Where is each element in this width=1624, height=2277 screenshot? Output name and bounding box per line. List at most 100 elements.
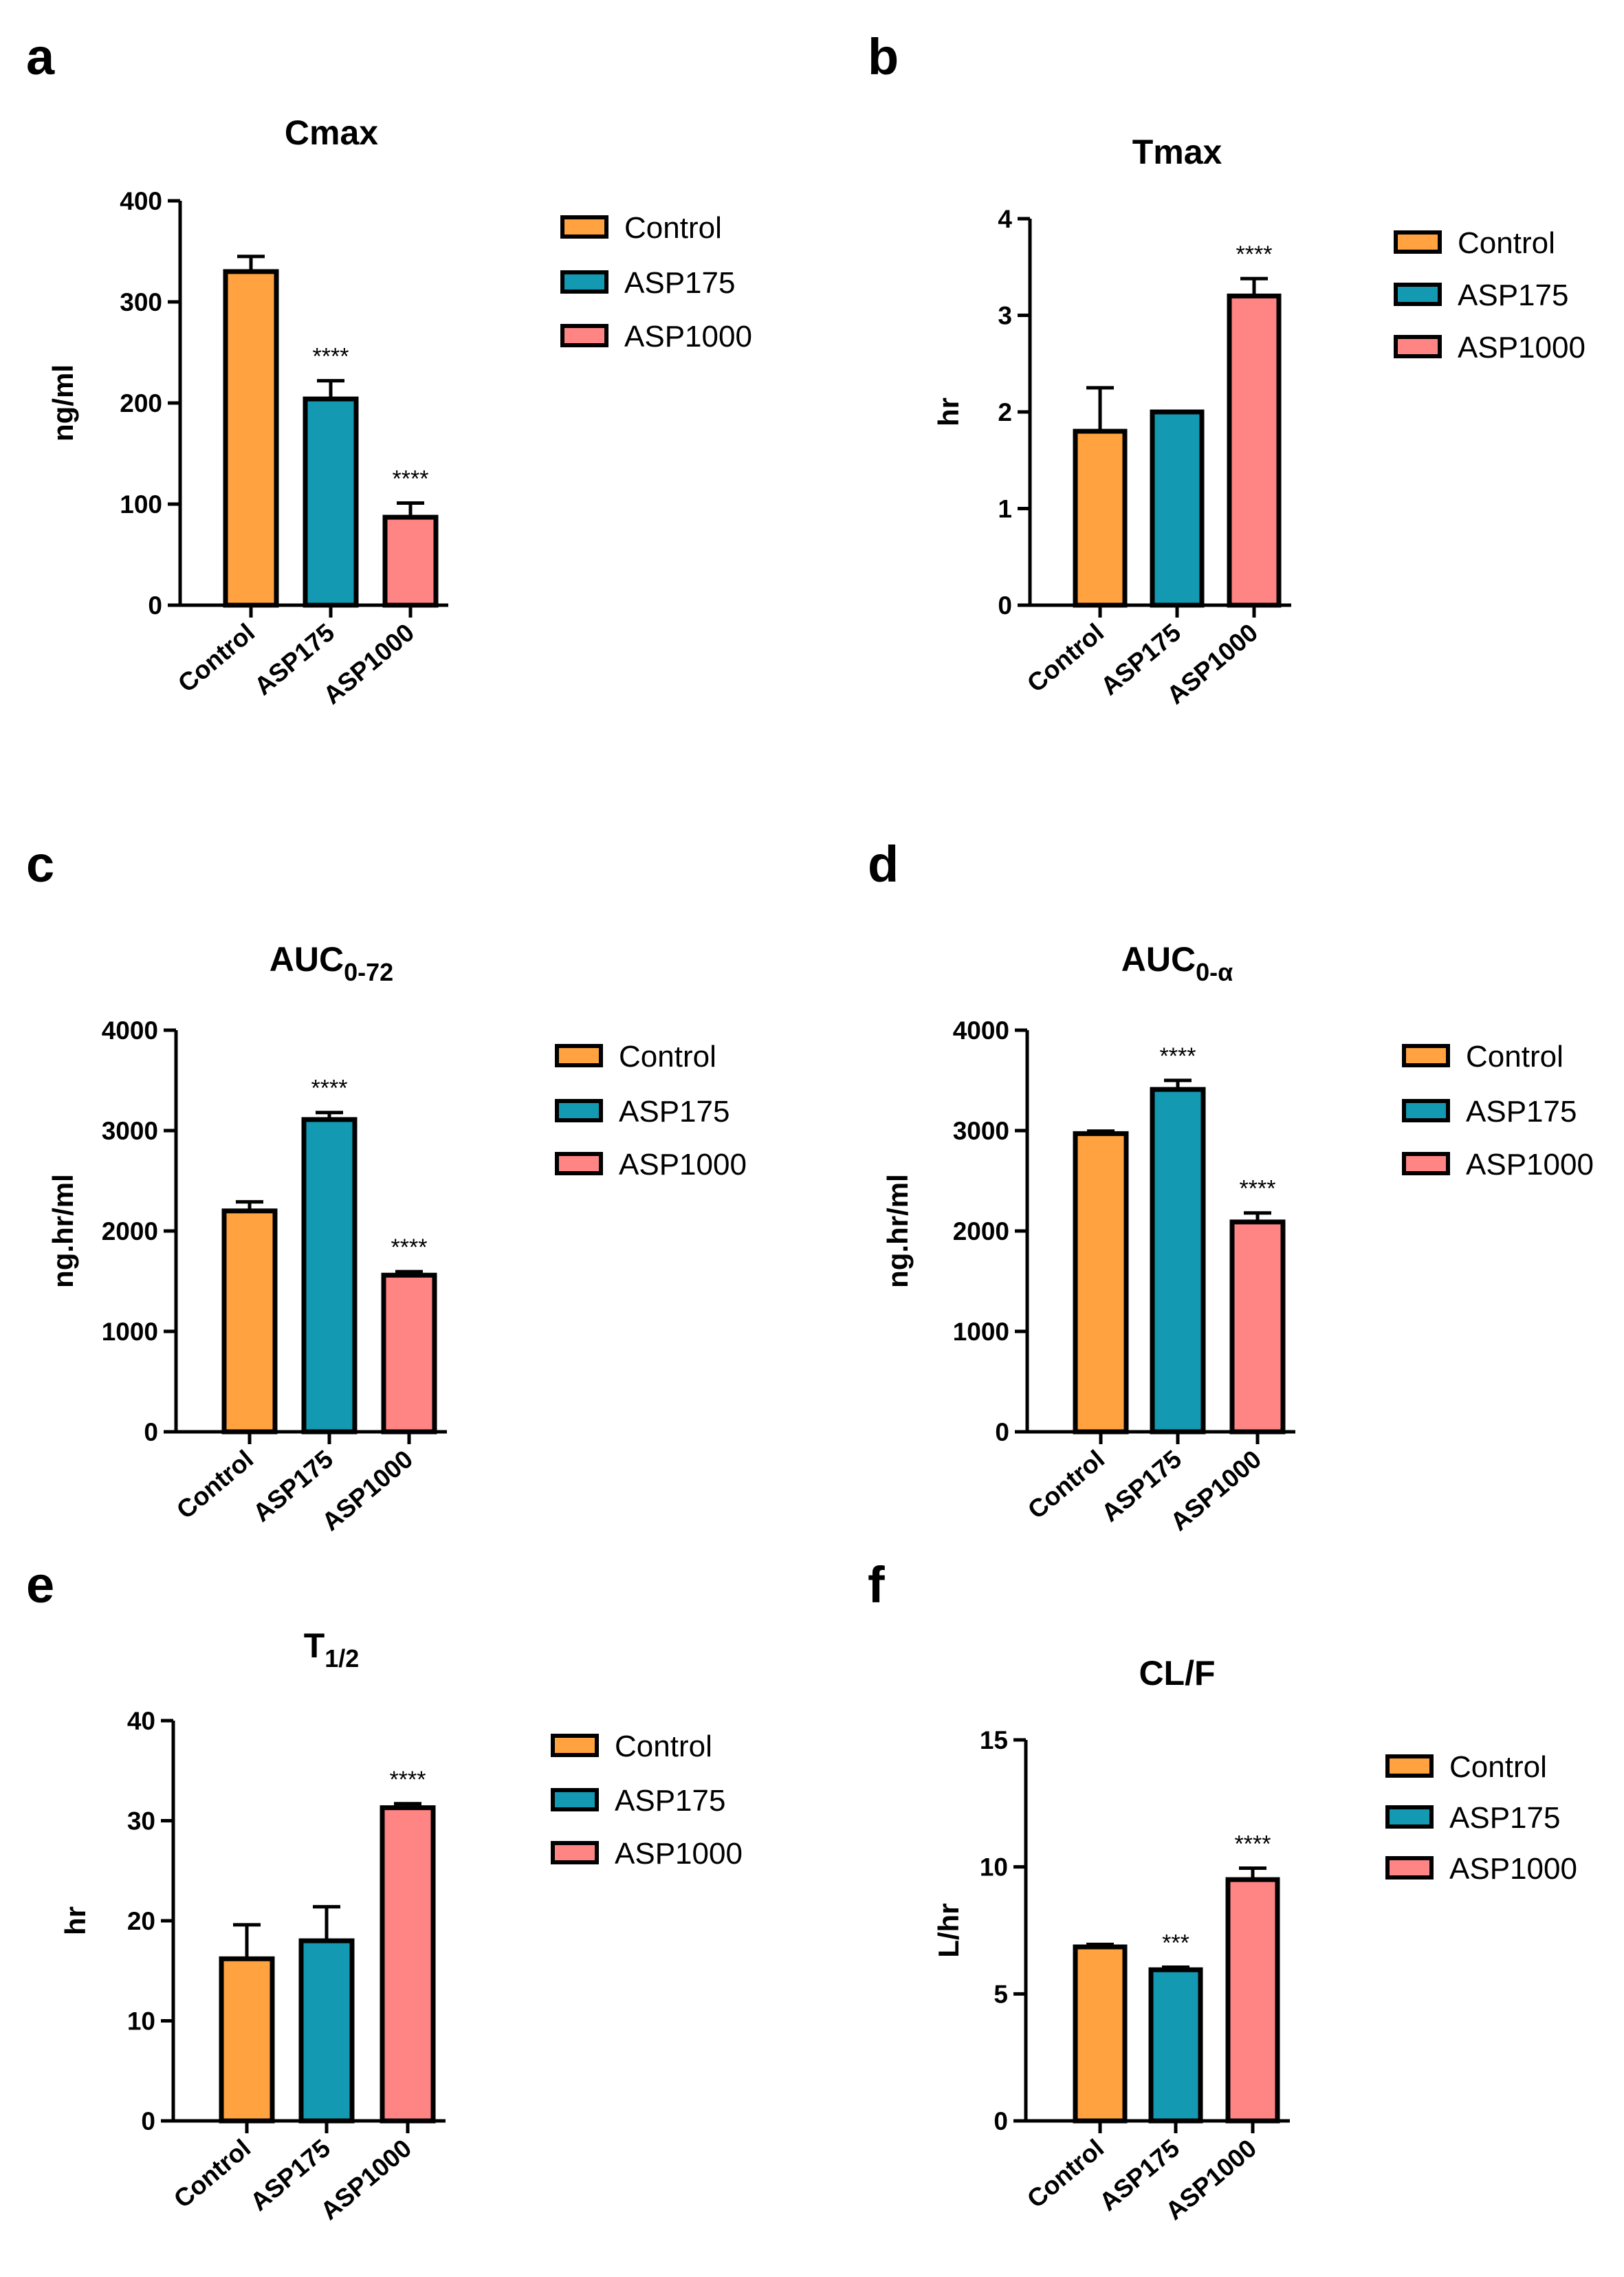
bar-asp175 <box>1150 409 1205 608</box>
bar-asp175 <box>1148 1967 1203 2124</box>
chart-title: AUC0-72 <box>270 940 393 986</box>
legend-swatch-control <box>555 1044 603 1067</box>
x-tick-label: ASP1000 <box>1165 1445 1266 1536</box>
legend-swatch-control <box>1402 1044 1450 1067</box>
legend-label: Control <box>1466 1040 1563 1074</box>
legend-swatch-asp175 <box>1402 1099 1450 1122</box>
significance-label: **** <box>390 1767 426 1793</box>
legend-label: ASP1000 <box>1466 1148 1594 1181</box>
legend-swatch-asp1000 <box>555 1152 603 1175</box>
legend-label: ASP175 <box>1449 1801 1560 1835</box>
legend-label: ASP175 <box>624 266 735 300</box>
y-tick-label: 10 <box>980 1853 1008 1882</box>
legend-label: ASP1000 <box>624 320 752 353</box>
legend-label: ASP175 <box>615 1784 725 1818</box>
significance-label: *** <box>1162 1930 1189 1957</box>
y-tick-label: 300 <box>120 288 162 316</box>
bar-asp175 <box>1150 1087 1206 1435</box>
legend-label: ASP1000 <box>1449 1852 1577 1886</box>
x-tick-label: Control <box>1022 618 1109 698</box>
bar-control <box>219 1956 275 2124</box>
bar-asp1000 <box>380 1805 436 2124</box>
bar-asp175 <box>298 1938 355 2124</box>
legend-swatch-control <box>1385 1754 1434 1778</box>
y-tick-label: 0 <box>998 591 1012 620</box>
y-axis-label: ng.hr/ml <box>881 1174 914 1288</box>
y-tick-label: 10 <box>127 2007 155 2036</box>
bar-asp1000 <box>381 1272 437 1435</box>
chart-title-main: Tmax <box>1132 133 1222 171</box>
y-axis-label: hr <box>59 1906 91 1935</box>
legend-swatch-control <box>551 1734 599 1757</box>
y-axis-label: L/hr <box>932 1903 965 1957</box>
bar-asp175 <box>301 1117 358 1435</box>
legend-label: Control <box>624 211 722 245</box>
legend-label: ASP175 <box>1458 279 1568 312</box>
y-tick-label: 4000 <box>953 1016 1009 1045</box>
legend-swatch-asp175 <box>1394 283 1442 306</box>
chart-title-main: AUC <box>270 940 344 979</box>
significance-label: **** <box>1160 1043 1196 1069</box>
y-tick-label: 4000 <box>102 1016 158 1045</box>
x-tick-label: Control <box>173 618 260 698</box>
chart-title-main: Cmax <box>285 113 378 152</box>
panel-f: f CL/F L/hr 0 5 10 15 Control ASP175 *** ASP1000 **… <box>868 1556 1577 2225</box>
legend-swatch-asp1000 <box>1402 1152 1450 1175</box>
y-tick-label: 0 <box>994 2107 1008 2135</box>
legend-label: Control <box>619 1040 716 1074</box>
legend-swatch-asp175 <box>560 270 608 294</box>
y-tick-label: 1 <box>998 495 1012 523</box>
chart-title: AUC0-α <box>1121 940 1233 986</box>
panel-letter: c <box>26 836 54 893</box>
chart-title: T1/2 <box>304 1626 360 1673</box>
significance-label: **** <box>311 1076 348 1102</box>
y-tick-label: 30 <box>127 1807 155 1835</box>
bar-control <box>221 1208 278 1435</box>
legend-label: Control <box>615 1730 712 1763</box>
legend-label: ASP175 <box>1466 1095 1577 1129</box>
x-tick-label: Control <box>1022 1445 1110 1525</box>
significance-label: **** <box>1235 1831 1271 1857</box>
y-tick-label: 2 <box>998 398 1012 426</box>
y-tick-label: 200 <box>120 389 162 417</box>
legend-swatch-asp1000 <box>1385 1856 1434 1880</box>
y-tick-label: 0 <box>995 1418 1009 1446</box>
significance-label: **** <box>1236 241 1273 268</box>
significance-label: **** <box>393 466 429 492</box>
legend-swatch-asp1000 <box>551 1841 599 1864</box>
chart-title: CL/F <box>1139 1654 1215 1692</box>
legend-swatch-asp175 <box>551 1788 599 1811</box>
x-tick-label: Control <box>171 1445 259 1525</box>
bar-control <box>1073 1131 1129 1435</box>
y-tick-label: 2000 <box>953 1217 1009 1245</box>
y-tick-label: 0 <box>144 1418 158 1446</box>
legend-label: ASP1000 <box>615 1837 743 1871</box>
bar-asp1000 <box>1229 1219 1286 1435</box>
y-tick-label: 40 <box>127 1707 155 1735</box>
chart-title-subscript: 0-72 <box>344 958 393 986</box>
significance-label: **** <box>313 344 349 370</box>
y-tick-label: 15 <box>980 1726 1008 1754</box>
x-tick-label: Control <box>1022 2134 1109 2214</box>
significance-label: **** <box>1240 1176 1276 1202</box>
panel-c: c AUC0-72 ng.hr/ml 0 1000 2000 3000 4000 Control… <box>26 836 747 1536</box>
legend-swatch-asp1000 <box>1394 335 1442 358</box>
chart-title-main: AUC <box>1121 940 1196 979</box>
panel-letter: e <box>26 1556 54 1613</box>
legend-swatch-control <box>1394 230 1442 254</box>
y-tick-label: 3000 <box>102 1117 158 1145</box>
y-tick-label: 1000 <box>953 1318 1009 1346</box>
legend-swatch-control <box>560 215 608 239</box>
legend-label: ASP1000 <box>1458 331 1585 364</box>
y-tick-label: 1000 <box>102 1318 158 1346</box>
x-tick-label: ASP1000 <box>318 618 419 710</box>
y-axis-label: hr <box>932 397 965 426</box>
legend-swatch-asp175 <box>1385 1805 1434 1829</box>
panel-letter: a <box>26 28 55 85</box>
legend-swatch-asp175 <box>555 1099 603 1122</box>
panel-a: a Cmax ng/ml 0 100 200 300 400 Control ASP175 ****… <box>26 28 752 710</box>
significance-label: **** <box>391 1234 428 1261</box>
y-axis-label: ng/ml <box>47 364 79 442</box>
legend-label: ASP175 <box>619 1095 729 1129</box>
